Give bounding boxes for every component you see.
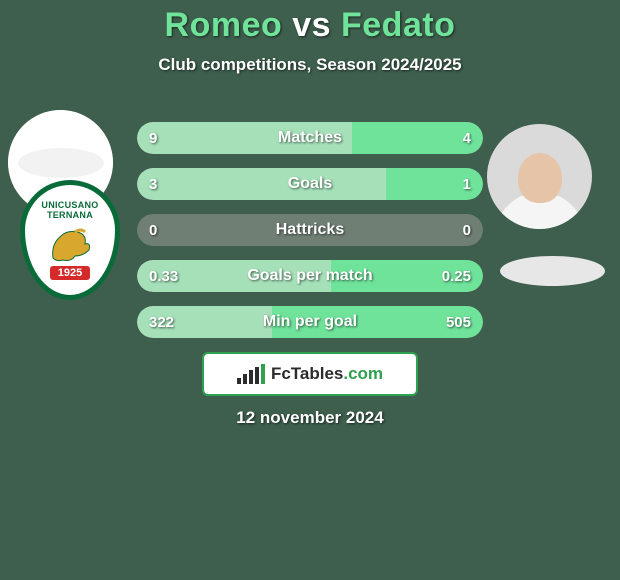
subtitle: Club competitions, Season 2024/2025 <box>0 55 620 75</box>
stat-label: Min per goal <box>137 313 483 331</box>
stat-row: 322505Min per goal <box>137 306 483 338</box>
player2-club-crest <box>500 256 600 376</box>
player1-name: Romeo <box>165 6 283 44</box>
avatar-head <box>518 153 562 203</box>
branding-badge: FcTables.com <box>202 352 418 396</box>
bars-icon <box>237 364 265 384</box>
crest-year: 1925 <box>50 266 90 280</box>
crest-badge: UNICUSANO TERNANA 1925 <box>20 180 120 300</box>
player2-name: Fedato <box>341 6 455 44</box>
stat-label: Goals per match <box>137 267 483 285</box>
player2-crest-placeholder <box>500 256 605 286</box>
page-title: Romeo vs Fedato <box>0 0 620 45</box>
avatar-image <box>487 124 592 229</box>
stat-row: 94Matches <box>137 122 483 154</box>
stat-label: Hattricks <box>137 221 483 239</box>
crest-line2: TERNANA <box>47 210 93 220</box>
stat-row: 0.330.25Goals per match <box>137 260 483 292</box>
branding-name: FcTables <box>271 364 343 384</box>
player2-avatar <box>487 124 592 229</box>
player1-club-crest: UNICUSANO TERNANA 1925 <box>20 180 120 300</box>
crest-line1: UNICUSANO <box>41 200 98 210</box>
stat-label: Matches <box>137 129 483 147</box>
stat-label: Goals <box>137 175 483 193</box>
griffin-icon <box>45 222 95 264</box>
comparison-card: Romeo vs Fedato Club competitions, Seaso… <box>0 0 620 580</box>
date-text: 12 november 2024 <box>0 408 620 428</box>
stats-bars: 94Matches 31Goals 00Hattricks 0.330.25Goals… <box>137 122 483 352</box>
stat-row: 00Hattricks <box>137 214 483 246</box>
branding-tld: .com <box>343 364 383 384</box>
vs-text: vs <box>292 6 331 44</box>
stat-row: 31Goals <box>137 168 483 200</box>
avatar-ellipse <box>18 148 104 178</box>
